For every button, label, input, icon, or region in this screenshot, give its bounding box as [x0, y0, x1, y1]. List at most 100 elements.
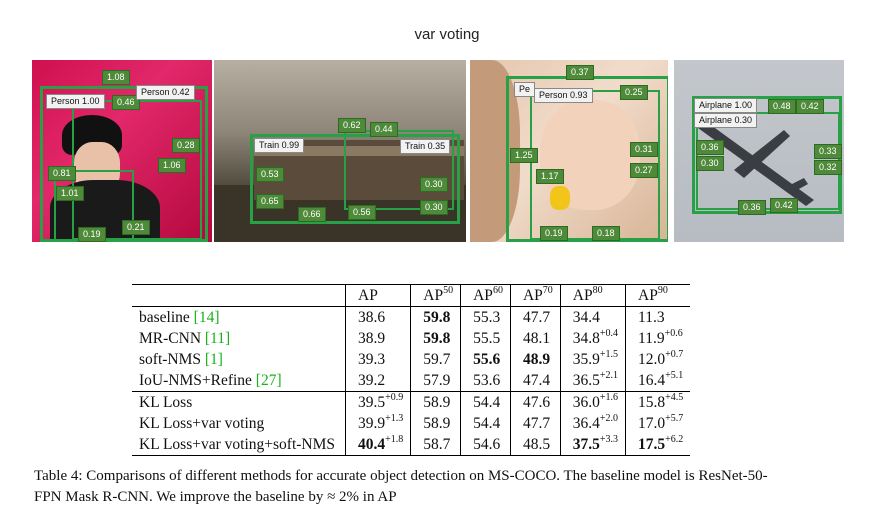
cell-delta: +6.2	[665, 433, 684, 445]
score-label: 0.65	[256, 194, 284, 209]
table-caption: Table 4: Comparisons of different method…	[34, 466, 884, 508]
column-header: AP60	[460, 284, 511, 307]
method-cell: KL Loss	[132, 391, 346, 413]
value-cell: 55.5	[460, 328, 511, 349]
score-label: 1.01	[56, 186, 84, 201]
cell-value: 55.6	[473, 350, 501, 368]
score-label: 0.81	[48, 166, 76, 181]
cell-value: 38.6	[358, 308, 386, 326]
citation-link[interactable]: [14]	[193, 308, 220, 326]
cell-value: 59.7	[423, 350, 451, 368]
column-header-sup: 80	[592, 284, 603, 296]
score-label: Train 0.35	[400, 139, 451, 154]
value-cell: 17.0+5.7	[625, 412, 691, 434]
cell-value: 36.4	[572, 414, 600, 432]
score-label: 0.44	[370, 122, 398, 137]
score-label: Person 0.93	[534, 88, 593, 103]
cell-value: 47.4	[522, 371, 551, 389]
table-row: soft-NMS [1] 39.3 59.7 55.6 48.9 35.9+1.5 12.0…	[132, 348, 691, 370]
column-header-base: AP	[638, 286, 658, 304]
value-cell: 17.5+6.2	[625, 433, 691, 456]
score-label: Person 0.42	[136, 85, 195, 100]
citation-link[interactable]: [11]	[204, 329, 231, 347]
value-cell: 54.6	[460, 434, 511, 456]
method-name: KL Loss+var voting	[139, 414, 265, 432]
cell-value: 39.5	[358, 393, 386, 411]
score-label: Airplane 1.00	[694, 98, 758, 113]
score-label: 0.32	[814, 160, 842, 175]
value-cell: 39.9+1.3	[345, 413, 411, 434]
method-name: baseline	[139, 308, 194, 326]
cell-delta: +5.7	[665, 412, 684, 424]
score-label: 0.53	[256, 167, 284, 182]
cell-value: 40.4	[358, 435, 386, 453]
cell-value: 59.8	[423, 308, 451, 326]
train-windows	[254, 146, 464, 156]
score-label: Airplane 0.30	[694, 113, 758, 128]
method-cell: MR-CNN [11]	[132, 328, 346, 349]
value-cell: 11.9+0.6	[625, 328, 691, 349]
column-header-base: AP	[572, 286, 593, 304]
score-label: 0.33	[814, 144, 842, 159]
cell-value: 11.9	[638, 329, 665, 347]
results-table: AP AP50 AP60 AP70 AP80 AP90 baseline [14…	[132, 284, 691, 456]
score-label: 0.46	[112, 95, 140, 110]
cell-value: 54.4	[473, 414, 501, 432]
value-cell: 39.2	[345, 370, 411, 392]
citation-link[interactable]: [27]	[255, 371, 282, 389]
value-cell: 47.4	[509, 370, 561, 392]
column-header-sup: 90	[657, 284, 668, 296]
score-label: 1.25	[510, 148, 538, 163]
cell-value: 47.7	[522, 414, 551, 432]
value-cell: 34.4	[559, 306, 626, 328]
cell-value: 55.5	[473, 329, 501, 347]
column-header-base: AP	[473, 286, 493, 304]
cell-value: 17.0	[638, 414, 666, 432]
score-label: Pe	[514, 82, 536, 97]
cell-value: 34.4	[572, 308, 600, 326]
caption-line-1: Table 4: Comparisons of different method…	[34, 468, 768, 484]
column-header: AP70	[509, 284, 561, 307]
value-cell: 11.3	[625, 306, 691, 328]
value-cell: 12.0+0.7	[625, 349, 691, 370]
cell-value: 34.8	[572, 329, 600, 347]
value-cell: 40.4+1.8	[345, 434, 411, 456]
score-label: 0.42	[796, 99, 824, 114]
column-header-sup: 70	[542, 284, 553, 296]
value-cell: 59.8	[410, 306, 461, 328]
cell-value: 58.9	[423, 414, 451, 432]
value-cell: 36.5+2.1	[559, 369, 626, 392]
method-cell: soft-NMS [1]	[132, 349, 346, 370]
cell-delta: +3.3	[599, 433, 619, 445]
cell-value: 38.9	[358, 329, 386, 347]
value-cell: 39.3	[345, 349, 411, 370]
image-panel-airplane: Airplane 1.00 0.48 0.42 Airplane 0.30 0.…	[674, 60, 844, 242]
cell-delta: +5.1	[665, 369, 684, 381]
method-cell: KL Loss+var voting+soft-NMS	[132, 434, 346, 456]
score-label: 0.36	[738, 200, 766, 215]
score-label: 0.66	[298, 207, 326, 222]
column-header-base: AP	[358, 286, 378, 304]
cell-value: 58.9	[423, 393, 451, 411]
table-row: IoU-NMS+Refine [27] 39.2 57.9 53.6 47.4 36.5+…	[132, 369, 691, 392]
cell-value: 53.6	[473, 371, 501, 389]
image-panel-person: 1.08 Person 1.00 0.46 Person 0.42 0.28 1…	[32, 60, 212, 242]
cell-value: 55.3	[473, 308, 501, 326]
value-cell: 59.7	[410, 349, 461, 370]
cell-value: 54.4	[473, 393, 501, 411]
value-cell: 57.9	[410, 370, 461, 392]
score-label: 0.30	[420, 200, 448, 215]
score-label: 0.30	[420, 177, 448, 192]
citation-link[interactable]: [1]	[204, 350, 223, 368]
cell-value: 39.2	[358, 371, 386, 389]
method-cell: IoU-NMS+Refine [27]	[132, 370, 346, 392]
cell-value: 48.9	[522, 350, 551, 368]
cell-value: 36.5	[572, 371, 600, 389]
cell-value: 35.9	[572, 350, 600, 368]
cell-delta: +0.4	[599, 327, 619, 339]
cell-delta: +2.1	[599, 369, 619, 381]
score-label: 0.48	[768, 99, 796, 114]
cell-delta: +1.6	[599, 391, 619, 403]
column-header-sup: 60	[492, 284, 503, 296]
cell-delta: +1.5	[599, 348, 619, 360]
